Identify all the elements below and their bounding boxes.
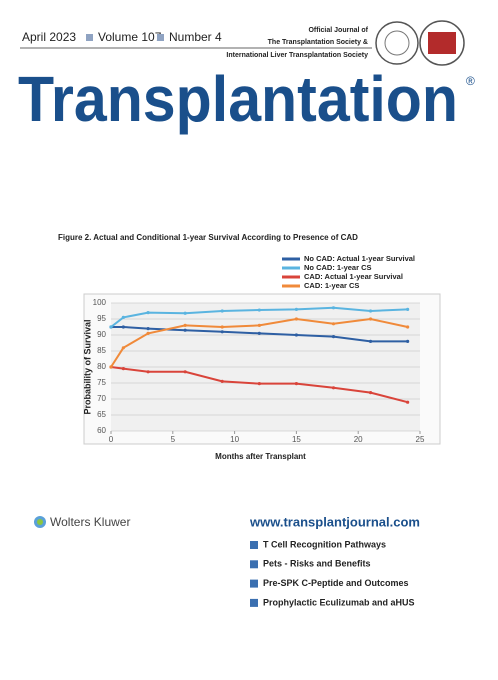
x-tick-label: 5 xyxy=(171,435,176,444)
x-tick-label: 25 xyxy=(416,435,425,444)
point xyxy=(146,331,150,335)
point xyxy=(294,382,298,386)
point xyxy=(220,330,224,334)
point xyxy=(121,315,125,319)
chart: 60 65 70 75 80 85 90 95 100 0 5 10 15 20 25 Months afte… xyxy=(82,254,441,461)
point xyxy=(294,307,298,311)
separator xyxy=(157,34,164,41)
legend-label: CAD: Actual 1-year Survival xyxy=(304,272,403,281)
series-line xyxy=(110,366,408,404)
bullet xyxy=(250,541,258,549)
point xyxy=(294,317,298,321)
point xyxy=(406,325,410,329)
point xyxy=(183,328,187,332)
affiliation: The Transplantation Society & xyxy=(268,39,368,46)
y-tick-label: 85 xyxy=(97,346,106,355)
bullet xyxy=(250,579,258,588)
point xyxy=(331,335,336,339)
y-tick-label: 70 xyxy=(97,394,106,403)
point xyxy=(257,331,261,335)
point xyxy=(220,325,224,329)
figure-title: Figure 2. Actual and Conditional 1-year … xyxy=(58,233,358,242)
publisher-logo xyxy=(34,516,46,528)
y-axis-label: Probability of Survival xyxy=(82,319,92,414)
point xyxy=(146,327,150,331)
society-logo xyxy=(375,21,419,65)
legend-label: CAD: 1-year CS xyxy=(304,281,359,290)
point xyxy=(331,322,336,326)
affiliation: International Liver Transplantation Soci… xyxy=(226,52,368,59)
point xyxy=(121,325,125,329)
journal-url: www.transplantjournal.com xyxy=(249,514,420,529)
y-tick-label: 60 xyxy=(97,426,106,435)
article-title: Prophylactic Eculizumab and aHUS xyxy=(263,597,415,607)
y-tick-label: 90 xyxy=(97,330,106,339)
issue-number: Number 4 xyxy=(169,30,222,44)
point xyxy=(146,370,150,374)
x-tick-label: 20 xyxy=(354,435,363,444)
point xyxy=(368,317,373,321)
point xyxy=(406,400,410,404)
point xyxy=(146,311,150,315)
point xyxy=(294,333,298,337)
bullet xyxy=(250,598,258,607)
series-line xyxy=(110,317,408,368)
point xyxy=(183,370,187,374)
point xyxy=(121,367,125,371)
point xyxy=(109,365,113,369)
journal-title: Transplantation xyxy=(18,63,458,135)
point xyxy=(183,323,187,327)
legend-label: No CAD: Actual 1-year Survival xyxy=(304,254,415,263)
point xyxy=(368,391,373,395)
point xyxy=(220,379,224,383)
x-axis-label: Months after Transplant xyxy=(215,452,306,461)
point xyxy=(183,311,187,315)
y-tick-label: 100 xyxy=(93,298,107,307)
point xyxy=(406,307,410,311)
publisher: Wolters Kluwer xyxy=(50,515,130,529)
point xyxy=(121,346,125,350)
article-title: Pre-SPK C-Peptide and Outcomes xyxy=(263,578,409,588)
society-logo xyxy=(384,30,410,56)
issue-volume: Volume 107 xyxy=(98,30,162,44)
article-list: T Cell Recognition Pathways Pets - Risks … xyxy=(250,539,415,607)
ilts-logo xyxy=(428,32,456,54)
series-line xyxy=(110,306,408,328)
point xyxy=(220,309,224,313)
point xyxy=(331,306,336,310)
point xyxy=(368,339,373,343)
point xyxy=(368,309,373,313)
series-line xyxy=(111,326,408,343)
x-tick-label: 15 xyxy=(292,435,301,444)
registered-mark: ® xyxy=(466,74,475,88)
x-tick-label: 10 xyxy=(230,435,239,444)
point xyxy=(257,323,261,327)
y-tick-label: 80 xyxy=(97,362,106,371)
point xyxy=(257,382,261,386)
x-tick-label: 0 xyxy=(109,435,114,444)
y-tick-label: 95 xyxy=(97,314,106,323)
y-tick-label: 65 xyxy=(97,410,106,419)
point xyxy=(406,339,410,343)
affiliation: Official Journal of xyxy=(308,27,368,34)
y-tick-label: 75 xyxy=(97,378,106,387)
point xyxy=(331,386,336,390)
logo-mark xyxy=(37,519,43,525)
issue-date: April 2023 xyxy=(22,30,76,44)
bullet xyxy=(250,560,258,569)
legend-label: No CAD: 1-year CS xyxy=(304,263,372,272)
point xyxy=(109,325,113,329)
point xyxy=(257,308,261,312)
article-title: Pets - Risks and Benefits xyxy=(263,559,371,569)
article-title: T Cell Recognition Pathways xyxy=(263,539,386,549)
separator xyxy=(86,34,93,41)
